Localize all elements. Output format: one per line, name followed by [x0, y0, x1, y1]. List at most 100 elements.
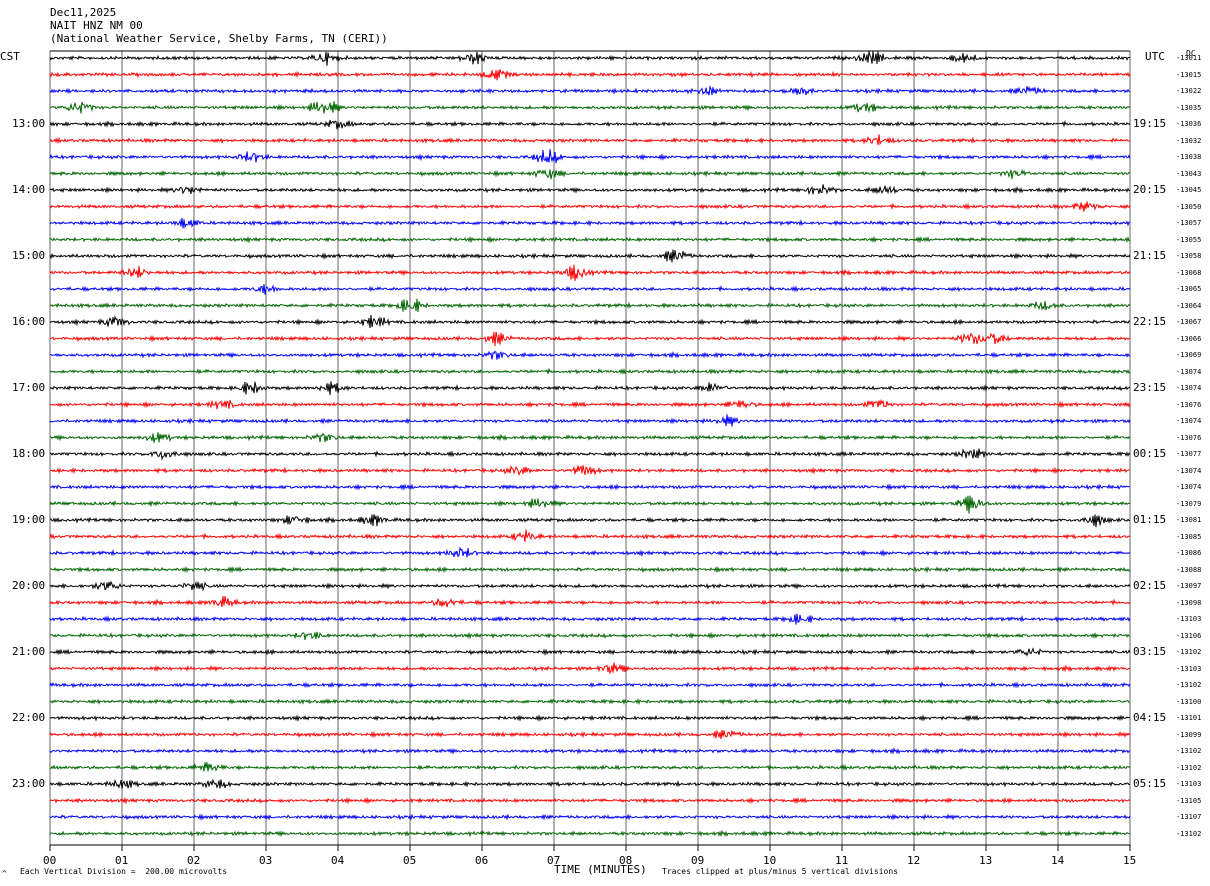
- row-mean-label: -13055: [1176, 235, 1202, 244]
- row-mean-label: -13050: [1176, 202, 1202, 211]
- x-tick-label-10: 10: [763, 854, 777, 867]
- trace-row-19: [49, 367, 1131, 376]
- row-mean-label: -13097: [1176, 582, 1202, 590]
- x-tick-label-08: 08: [619, 854, 633, 867]
- row-mean-label: -13038: [1176, 153, 1202, 161]
- trace-row-20: [49, 381, 1131, 396]
- utc-hour-label: 00:15: [1133, 447, 1167, 460]
- cst-axis-title: CST: [0, 50, 20, 63]
- row-mean-label: -13107: [1176, 813, 1202, 821]
- trace-row-34: [49, 613, 1131, 625]
- row-mean-label: -13079: [1176, 499, 1202, 508]
- row-mean-label: -13098: [1176, 598, 1202, 607]
- trace-row-16: [49, 314, 1131, 328]
- cst-hour-label: 15:00: [12, 249, 46, 262]
- cst-hour-label: 17:00: [12, 381, 46, 394]
- row-mean-label: -13102: [1176, 829, 1202, 838]
- row-mean-label: -13057: [1176, 219, 1202, 227]
- trace-row-38: [49, 681, 1131, 689]
- utc-hour-label: 05:15: [1133, 777, 1167, 790]
- x-tick-label-04: 04: [331, 854, 345, 867]
- trace-row-3: [49, 101, 1131, 114]
- row-mean-label: -13103: [1176, 780, 1202, 788]
- cst-hour-label: 21:00: [12, 645, 46, 658]
- utc-hour-label: 19:15: [1133, 117, 1167, 130]
- row-mean-label: -13066: [1176, 334, 1202, 343]
- x-tick-label-07: 07: [547, 854, 561, 867]
- x-tick-label-06: 06: [475, 854, 489, 867]
- footer-marker: ^: [2, 869, 7, 878]
- trace-row-11: [49, 235, 1131, 244]
- utc-hour-label: 03:15: [1133, 645, 1167, 658]
- trace-row-31: [49, 565, 1131, 574]
- x-tick-label-14: 14: [1051, 854, 1065, 867]
- utc-hour-label: 04:15: [1133, 711, 1167, 724]
- row-mean-label: -13064: [1176, 301, 1202, 310]
- utc-hour-label: 21:15: [1133, 249, 1167, 262]
- row-mean-label: -13069: [1176, 351, 1202, 359]
- row-mean-label: -13074: [1176, 384, 1202, 392]
- trace-row-45: [49, 796, 1131, 805]
- x-tick-label-09: 09: [691, 854, 705, 867]
- trace-row-21: [49, 398, 1131, 410]
- trace-row-33: [49, 595, 1131, 608]
- row-mean-label: -13103: [1176, 615, 1202, 623]
- trace-row-22: [49, 414, 1131, 427]
- trace-row-39: [49, 697, 1131, 706]
- dc-column-label: DC: [1186, 49, 1196, 58]
- row-mean-label: -13088: [1176, 565, 1202, 574]
- trace-row-40: [49, 714, 1131, 723]
- trace-row-25: [49, 465, 1131, 477]
- trace-row-17: [49, 331, 1131, 347]
- trace-row-13: [49, 264, 1131, 281]
- cst-hour-label: 13:00: [12, 117, 46, 130]
- x-tick-label-02: 02: [187, 854, 201, 867]
- utc-hour-label: 22:15: [1133, 315, 1167, 328]
- trace-row-9: [49, 201, 1131, 212]
- trace-row-23: [49, 432, 1131, 443]
- utc-hour-label: 01:15: [1133, 513, 1167, 526]
- trace-row-8: [49, 184, 1131, 195]
- row-mean-label: -13102: [1176, 648, 1202, 656]
- trace-row-46: [49, 813, 1131, 821]
- x-axis-title: TIME (MINUTES): [554, 863, 647, 876]
- row-mean-label: -13074: [1176, 417, 1202, 425]
- row-mean-label: -13074: [1176, 367, 1202, 376]
- trace-row-7: [49, 168, 1131, 180]
- trace-row-36: [49, 647, 1131, 657]
- x-tick-label-00: 00: [43, 854, 57, 867]
- row-mean-label: -13077: [1176, 450, 1202, 458]
- row-mean-label: -13102: [1176, 747, 1202, 755]
- row-mean-label: -13085: [1176, 532, 1202, 541]
- trace-row-10: [49, 217, 1131, 229]
- cst-hour-label: 22:00: [12, 711, 46, 724]
- x-tick-label-15: 15: [1123, 854, 1137, 867]
- trace-row-47: [49, 829, 1131, 838]
- clip-note: Traces clipped at plus/minus 5 vertical …: [662, 867, 899, 876]
- row-mean-label: -13035: [1176, 103, 1202, 112]
- x-tick-label-05: 05: [403, 854, 417, 867]
- row-mean-label: -13076: [1176, 433, 1202, 442]
- row-mean-label: -13036: [1176, 120, 1202, 128]
- x-tick-label-11: 11: [835, 854, 849, 867]
- trace-row-42: [49, 747, 1131, 755]
- trace-row-41: [49, 729, 1131, 739]
- trace-row-4: [49, 119, 1131, 130]
- row-mean-label: -13099: [1176, 730, 1202, 739]
- date-label: Dec11,2025: [50, 6, 117, 19]
- source-label: (National Weather Service, Shelby Farms,…: [50, 32, 388, 45]
- trace-row-14: [49, 284, 1131, 295]
- trace-row-26: [49, 483, 1131, 491]
- row-mean-label: -13045: [1176, 186, 1202, 194]
- cst-hour-label: 20:00: [12, 579, 46, 592]
- plot-frame: [49, 50, 1131, 851]
- utc-hour-label: 02:15: [1133, 579, 1167, 592]
- trace-row-12: [49, 249, 1131, 263]
- row-mean-label: -13086: [1176, 549, 1202, 557]
- cst-hour-label: 23:00: [12, 777, 46, 790]
- row-mean-label: -13065: [1176, 285, 1202, 293]
- trace-row-5: [49, 134, 1131, 146]
- row-mean-label: -13068: [1176, 268, 1202, 277]
- row-mean-label: -13022: [1176, 87, 1202, 95]
